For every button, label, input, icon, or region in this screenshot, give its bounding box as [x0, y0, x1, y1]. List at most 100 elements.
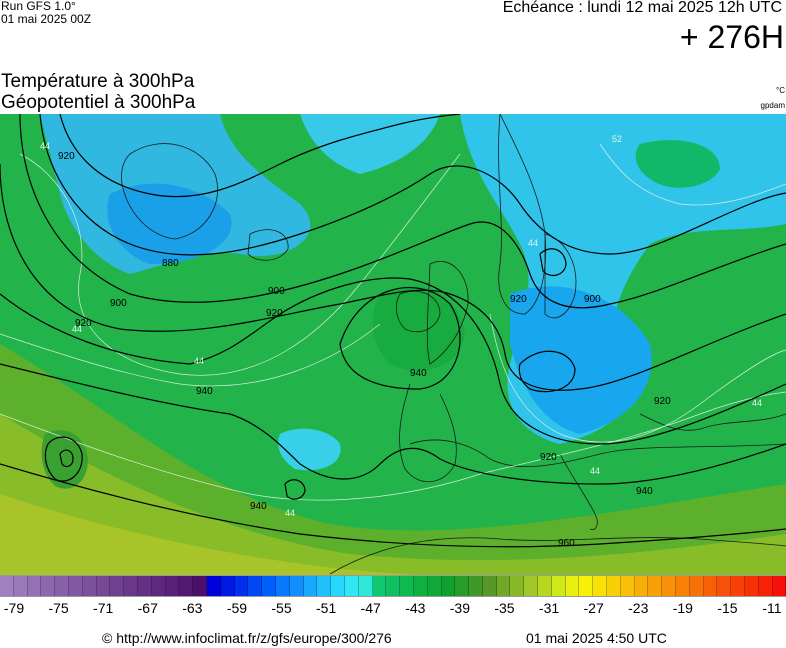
scale-color-cell [344, 576, 359, 596]
scale-color-cell [662, 576, 677, 596]
scale-tick-label: -19 [672, 600, 693, 616]
temp-label: 52 [612, 134, 622, 144]
temp-label: 44 [194, 356, 204, 366]
scale-tick-label: -27 [583, 600, 604, 616]
warmest-zone-sw [0, 494, 420, 575]
scale-tick-label: -51 [315, 600, 337, 616]
scale-color-cell [206, 576, 221, 596]
scale-color-cell [165, 576, 180, 596]
temp-label: 44 [752, 398, 762, 408]
scale-tick-label: -39 [449, 600, 470, 616]
warmer-zone-south [0, 414, 786, 575]
contour-label: 900 [110, 298, 127, 309]
scale-color-cell [496, 576, 511, 596]
contour-ireland-loop [339, 287, 461, 390]
run-date-label: 01 mai 2025 00Z [1, 12, 92, 26]
contour-label: 940 [196, 386, 213, 397]
scale-color-cell [634, 576, 649, 596]
contour-label: 900 [268, 286, 285, 297]
forecast-valid-time: Echéance : lundi 12 mai 2025 12h UTC [502, 0, 782, 16]
coastline-ireland [395, 290, 441, 333]
coldest-core-europe [510, 286, 652, 434]
scale-color-cell [124, 576, 138, 596]
contour-label: 920 [654, 396, 671, 407]
contour-940b [0, 363, 786, 485]
color-scale-bar [0, 575, 786, 597]
generation-time: 01 mai 2025 4:50 UTC [526, 630, 667, 646]
coastline-britain [426, 261, 469, 365]
coastline-mediterranean-north [409, 439, 786, 468]
contour-label-group: 920 880 900 900 920 920 940 940 940 940 … [58, 151, 671, 549]
temperature-title: Température à 300hPa [1, 71, 195, 92]
scale-color-cell [648, 576, 663, 596]
scale-color-cell [593, 576, 608, 596]
lead-time: + 276H [679, 19, 784, 55]
coastline-italy [559, 453, 598, 531]
scale-tick-label: -71 [93, 600, 114, 616]
scale-color-cell [317, 576, 332, 596]
contour-960 [0, 463, 786, 548]
temp-label: 44 [72, 324, 82, 334]
scale-color-cell [68, 576, 83, 596]
scale-tick-label: -63 [182, 600, 203, 616]
copyright-link-text: © http://www.infoclimat.fr/z/gfs/europe/… [102, 630, 392, 646]
geopotential-title: Géopotentiel à 300hPa [1, 92, 196, 113]
coastline-baltic [544, 233, 577, 319]
scale-color-cell [482, 576, 497, 596]
scale-color-cell [82, 576, 97, 596]
isotherm-3 [0, 391, 786, 501]
scale-color-cell [262, 576, 276, 596]
scale-tick-label: -55 [271, 600, 292, 616]
scale-color-cell [400, 576, 414, 596]
coastline-greenland [121, 143, 218, 240]
contour-label: 880 [162, 258, 179, 269]
coldest-core-greenland [107, 183, 232, 264]
scale-color-cell [579, 576, 594, 596]
temperature-unit: °C [776, 86, 785, 95]
contour-label: 900 [584, 294, 601, 305]
scale-color-cell [275, 576, 290, 596]
cold-pocket-atlantic [278, 428, 341, 471]
contour-label: 920 [58, 151, 75, 162]
scale-color-cell [551, 576, 566, 596]
scale-color-cell [41, 576, 56, 596]
scale-color-cell [469, 576, 483, 596]
scale-tick-label: -31 [538, 600, 560, 616]
scale-color-cell [27, 576, 42, 596]
scale-color-cell [772, 576, 786, 596]
contour-small-low [284, 479, 306, 500]
cold-zone-north [300, 114, 440, 174]
scale-color-cell [331, 576, 345, 596]
isotherm-2 [0, 323, 381, 387]
isotherm-5 [599, 143, 786, 206]
coastline-iberia [399, 383, 457, 483]
scale-color-cell [745, 576, 759, 596]
temp-label: 44 [285, 508, 295, 518]
geopotential-unit: gpdam [760, 101, 785, 110]
contour-label: 940 [410, 368, 427, 379]
scale-color-cell [620, 576, 635, 596]
contour-label: 920 [510, 294, 527, 305]
scale-color-cell [689, 576, 704, 596]
contour-atlantic-low-inner [59, 449, 74, 468]
scale-color-cell [676, 576, 690, 596]
scale-color-cell [303, 576, 318, 596]
scale-tick-label: -23 [628, 600, 649, 616]
forecast-map: 920 880 900 900 920 920 940 940 940 940 … [0, 114, 786, 575]
scale-color-cell [565, 576, 580, 596]
coastline-norway [498, 114, 546, 315]
scale-tick-label: -43 [405, 600, 426, 616]
scale-color-cell [386, 576, 401, 596]
contour-880 [39, 114, 786, 256]
scale-color-cell [137, 576, 152, 596]
contour-860 [59, 114, 461, 198]
contour-label: 920 [75, 318, 92, 329]
scale-color-cell [110, 576, 125, 596]
scale-color-cell [703, 576, 718, 596]
contour-940 [0, 277, 786, 445]
scale-color-cell [289, 576, 304, 596]
scale-color-cell [441, 576, 456, 596]
contour-scan-loop [539, 248, 567, 277]
scale-color-cell [524, 576, 539, 596]
warm-pocket-ireland [372, 286, 465, 371]
